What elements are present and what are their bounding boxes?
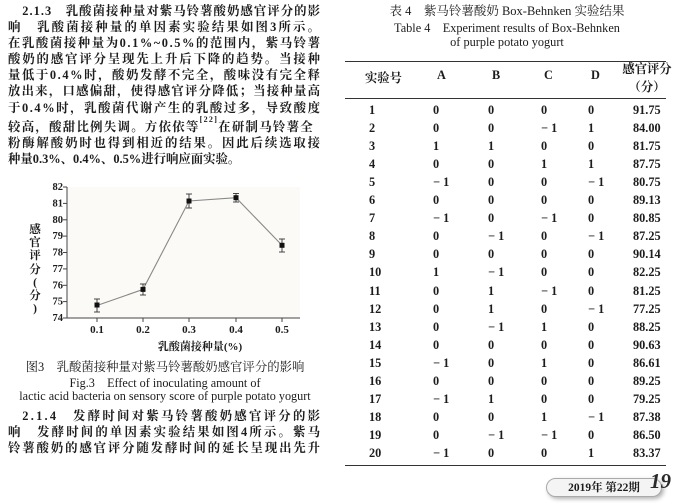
svg-text:76: 76	[53, 280, 64, 291]
svg-text:0.1: 0.1	[90, 324, 104, 333]
svg-text:0.4: 0.4	[229, 324, 243, 333]
svg-text:77: 77	[53, 264, 64, 275]
svg-text:0.5: 0.5	[275, 324, 289, 333]
svg-text:0.2: 0.2	[136, 324, 150, 333]
svg-text:75: 75	[53, 297, 64, 308]
svg-text:78: 78	[53, 248, 64, 259]
svg-text:79: 79	[53, 231, 64, 242]
svg-text:81: 81	[53, 198, 64, 209]
svg-text:82: 82	[53, 183, 64, 193]
svg-text:74: 74	[53, 313, 64, 324]
svg-text:0.3: 0.3	[182, 324, 196, 333]
svg-text:80: 80	[53, 215, 64, 226]
